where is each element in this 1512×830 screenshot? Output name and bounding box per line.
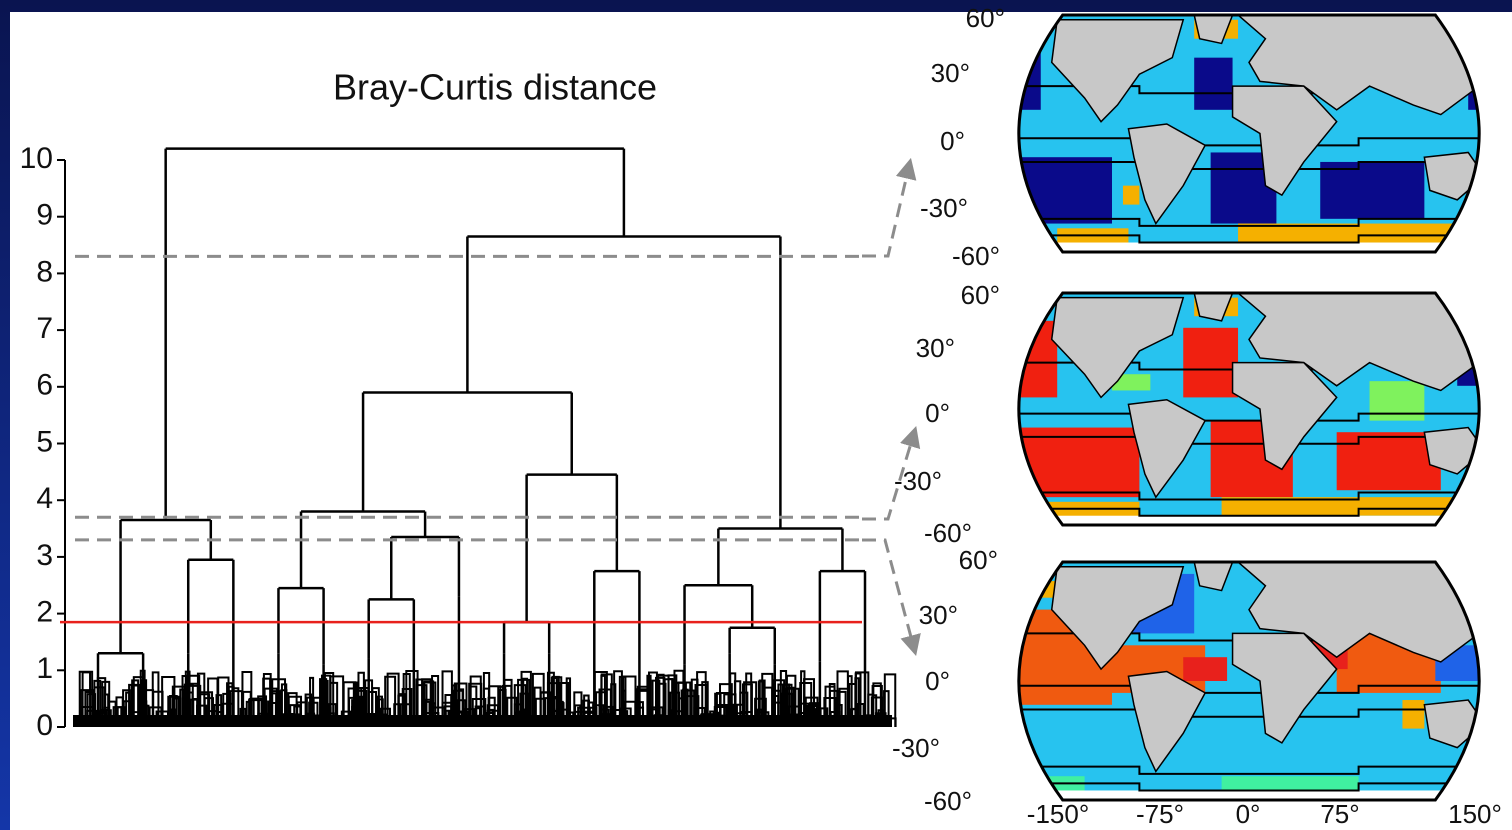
y-tick-label: 0	[36, 709, 53, 742]
province-patch	[1370, 381, 1425, 420]
lat-label: -60°	[924, 786, 972, 816]
lat-label: 30°	[916, 333, 955, 363]
map	[975, 562, 1512, 800]
province-patch	[1320, 162, 1424, 219]
province-patch	[1183, 657, 1227, 681]
y-tick-label: 6	[36, 369, 53, 402]
y-tick-label: 8	[36, 255, 53, 288]
province-patch	[1123, 186, 1139, 205]
lat-label: 0°	[940, 126, 965, 156]
y-tick-label: 4	[36, 482, 53, 515]
lat-label: -30°	[892, 733, 940, 763]
y-tick-label: 1	[36, 652, 53, 685]
map	[975, 293, 1512, 525]
y-tick-label: 7	[36, 312, 53, 345]
lat-label: 60°	[961, 280, 1000, 310]
chart-title: Bray-Curtis distance	[333, 67, 657, 108]
lon-label: -75°	[1136, 799, 1184, 829]
province-patch	[1194, 58, 1232, 110]
province-patch	[1183, 328, 1238, 398]
lon-label: 75°	[1320, 799, 1359, 829]
lon-label: -150°	[1027, 799, 1089, 829]
province-patch	[1057, 228, 1128, 245]
lat-label: 30°	[919, 600, 958, 630]
slide: Bray-Curtis distance 012345678910 60°30°…	[0, 0, 1512, 830]
lat-label: -30°	[920, 193, 968, 223]
lat-label: -60°	[952, 241, 1000, 271]
lat-label: 0°	[925, 398, 950, 428]
lon-label: 150°	[1448, 799, 1502, 829]
map	[975, 15, 1512, 252]
lat-label: 60°	[959, 545, 998, 575]
lat-label: 60°	[966, 3, 1005, 33]
y-tick-label: 5	[36, 425, 53, 458]
y-tick-label: 9	[36, 199, 53, 232]
lat-label: 0°	[925, 666, 950, 696]
y-tick-label: 10	[20, 142, 53, 175]
lon-label: 0°	[1236, 799, 1261, 829]
province-patch	[1402, 700, 1424, 729]
lat-label: 30°	[931, 58, 970, 88]
lat-label: -60°	[924, 518, 972, 548]
y-tick-label: 2	[36, 596, 53, 629]
y-tick-label: 3	[36, 539, 53, 572]
